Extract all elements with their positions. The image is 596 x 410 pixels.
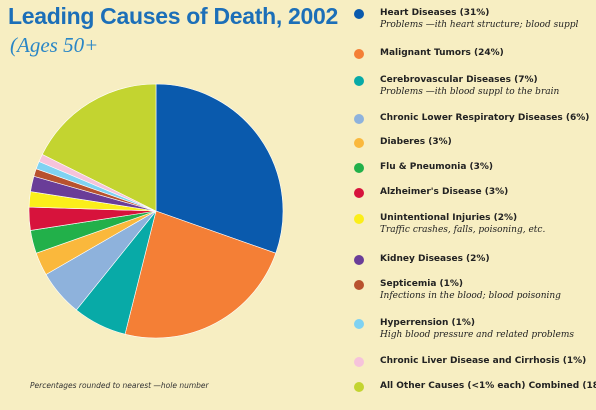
legend-swatch [354,9,364,19]
legend-swatch [354,214,364,224]
legend-description: High blood pressure and related problems [380,330,574,340]
pie-slice-12 [41,83,157,212]
legend-label: Malignant Tumors (24%) [380,48,504,58]
legend-swatch [354,76,364,86]
legend-label: Septicemia (1%) [380,279,464,289]
legend-swatch [354,280,364,290]
legend-label: All Other Causes (<1% each) Combined (18… [380,381,596,391]
chart-subtitle: (Ages 50+ [10,33,99,57]
legend-swatch [354,163,364,173]
legend-swatch [354,114,364,124]
pie-slice-0 [155,83,284,254]
footnote: Percentages rounded to nearest —hole num… [30,381,209,390]
legend-description: Problems —ith heart structure; blood sup… [380,20,579,30]
legend-description: Problems —ith blood suppl to the brain [380,87,560,97]
legend-label: Heart Diseases (31%) [380,8,490,18]
legend-swatch [354,138,364,148]
legend-swatch [354,255,364,265]
legend-label: Cerebrovascular Diseases (7%) [380,75,538,85]
legend-swatch [354,357,364,367]
legend-label: Unintentional Injuries (2%) [380,213,518,223]
legend-swatch [354,319,364,329]
legend-label: Alzheimer's Disease (3%) [380,187,509,197]
legend-label: Flu & Pneumonia (3%) [380,162,494,172]
legend-label: Diaberes (3%) [380,137,452,147]
pie-slice-1 [124,210,277,339]
legend-swatch [354,49,364,59]
legend-swatch [354,382,364,392]
chart-title: Leading Causes of Death, 2002 [8,3,339,29]
legend-label: Chronic Liver Disease and Cirrhosis (1%) [380,356,587,366]
legend-description: Traffic crashes, falls, poisoning, etc. [380,225,546,235]
legend-description: Infections in the blood; blood poisoning [380,291,561,301]
legend-label: Hyperrension (1%) [380,318,476,328]
legend-label: Chronic Lower Respiratory Diseases (6%) [380,113,590,123]
legend-label: Kidney Diseases (2%) [380,254,490,264]
legend-swatch [354,188,364,198]
